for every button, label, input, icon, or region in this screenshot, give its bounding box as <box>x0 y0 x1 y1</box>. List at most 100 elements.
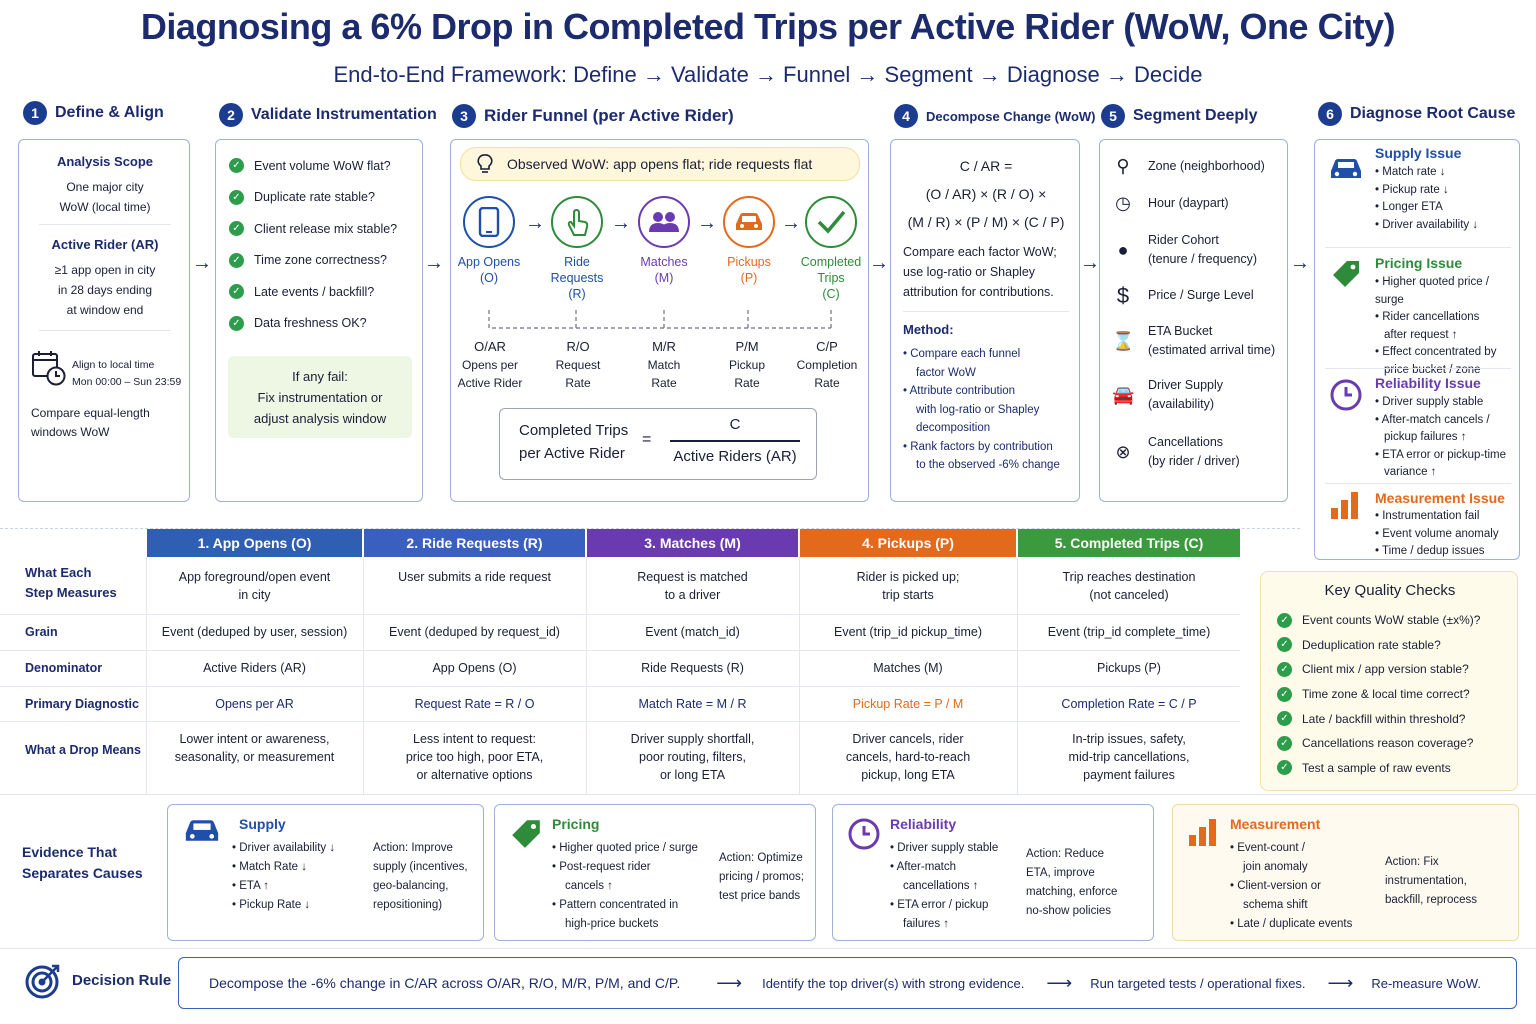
clock-icon: ◷ <box>1115 193 1131 213</box>
quality-check-item: ✓ Time zone & local time correct? <box>1277 682 1480 707</box>
decompose-panel: C / AR = (O / AR) × (R / O) × (M / R) × (P… <box>890 139 1080 502</box>
clock-icon <box>1330 379 1362 411</box>
validate-checklist: ✓ Event volume WoW flat? ✓ Duplicate rate s… <box>229 150 419 339</box>
segment-supply: 🚘 Driver Supply (availability) <box>1112 378 1224 411</box>
flow-arrow: → <box>1290 252 1310 274</box>
evidence-action: Action: Reduce ETA, improve matching, enfo… <box>1026 848 1118 917</box>
segment-cancel: ⊗ Cancellations (by rider / driver) <box>1112 433 1239 471</box>
fail-box: If any fail: Fix instrumentation or adju… <box>228 356 412 438</box>
scope-line: WoW (local time) <box>59 200 151 214</box>
car-icon <box>736 213 762 230</box>
table-cell-grain: Event (deduped by user, session) <box>161 625 348 639</box>
price-tag-icon <box>509 817 543 856</box>
hourglass-icon: ⌛ <box>1112 330 1135 351</box>
table-header-pickups: 4. Pickups (P) <box>800 529 1016 557</box>
flow-arrow: → <box>1080 252 1100 274</box>
table-cell-denominator: App Opens (O) <box>432 661 517 675</box>
validate-panel: ✓ Event volume WoW flat? ✓ Duplicate rate s… <box>215 139 423 502</box>
funnel-arrow: → <box>697 212 717 234</box>
measurement-issue-list: Instrumentation failEvent volume anomaly… <box>1375 508 1499 561</box>
ar-title: Active Rider (AR) <box>51 237 159 252</box>
compare-line: Compare equal-length <box>31 406 150 420</box>
row-label-diagnostic: Primary Diagnostic <box>25 697 139 711</box>
decision-step-1: Decompose the -6% change in C/AR across … <box>209 975 681 991</box>
check-circle-icon: ✓ <box>229 315 244 331</box>
ratio-p-m: P/M Pickup Rate <box>728 339 766 390</box>
validate-check-item: ✓ Event volume WoW flat? <box>229 150 419 182</box>
ar-line: in 28 days ending <box>57 283 153 297</box>
table-cell-denominator: Active Riders (AR) <box>203 661 306 675</box>
root-cause-panel: Supply Issue Match rate ↓Pickup rate ↓Lo… <box>1314 139 1520 560</box>
evidence-bullets: • Event-count / join anomaly • Client-vers… <box>1230 842 1353 930</box>
x-circle-icon: ⊗ <box>1115 441 1131 462</box>
table-cell-measure: App foreground/open event in city <box>178 570 331 602</box>
tap-hand-icon <box>567 208 589 236</box>
evidence-card-title: Reliability <box>890 816 957 832</box>
segment-price: $ Price / Surge Level <box>1112 283 1254 308</box>
table-cell-measure: User submits a ride request <box>398 570 551 584</box>
check-circle-icon: ✓ <box>1277 637 1292 653</box>
validate-check-item: ✓ Client release mix stable? <box>229 213 419 245</box>
quality-checks-panel: Key Quality Checks ✓ Event counts WoW sta… <box>1260 571 1518 791</box>
section-header-diagnose: 6 Diagnose Root Cause <box>1318 102 1515 126</box>
define-panel: Analysis Scope One major city WoW (local… <box>18 139 190 502</box>
funnel-step-completed: Completed Trips (C) <box>796 196 866 302</box>
segment-eta: ⌛ ETA Bucket (estimated arrival time) <box>1112 324 1276 357</box>
check-circle-icon: ✓ <box>1277 711 1292 727</box>
bar-chart-icon <box>1331 492 1358 519</box>
decompose-formula: C / AR = (O / AR) × (R / O) × (M / R) × (P… <box>907 158 1065 230</box>
method-list: • Compare each funnel factor WoW • Attrib… <box>903 348 1060 471</box>
evidence-card-title: Supply <box>239 816 286 832</box>
table-cell-grain: Event (deduped by request_id) <box>389 625 560 639</box>
funnel-step-pickups: Pickups (P) <box>714 196 784 286</box>
evidence-bullets: • Driver supply stable • After-match cance… <box>890 842 999 930</box>
funnel-arrow: → <box>611 212 631 234</box>
decision-rule-box: Decompose the -6% change in C/AR across … <box>178 957 1517 1009</box>
decompose-desc: Compare each factor WoW; use log-ratio or… <box>903 245 1057 299</box>
section-header-segment: 5 Segment Deeply <box>1101 104 1257 128</box>
funnel-arrow: → <box>781 212 801 234</box>
check-circle-icon: ✓ <box>1277 661 1292 677</box>
pin-icon: ⚲ <box>1116 156 1130 176</box>
check-circle-icon: ✓ <box>229 252 244 268</box>
reliability-issue-list: • Driver supply stable • After-match can… <box>1375 396 1506 478</box>
table-cell-measure: Request is matched to a driver <box>637 570 748 602</box>
lightbulb-icon <box>477 154 493 173</box>
dollar-icon: $ <box>1116 283 1130 308</box>
ratio-c-p: C/P Completion Rate <box>796 339 858 390</box>
validate-check-item: ✓ Late events / backfill? <box>229 276 419 308</box>
formula-label: per Active Rider <box>519 445 625 462</box>
table-cell-grain: Event (trip_id complete_time) <box>1047 625 1211 639</box>
section-header-define: 1 Define & Align <box>23 101 164 125</box>
supply-issue-title: Supply Issue <box>1375 145 1462 161</box>
ratio-bracket <box>488 310 832 329</box>
quality-check-item: ✓ Late / backfill within threshold? <box>1277 706 1480 731</box>
quality-check-item: ✓ Deduplication rate stable? <box>1277 633 1480 658</box>
car-icon: 🚘 <box>1112 384 1135 405</box>
table-header-app-opens: 1. App Opens (O) <box>147 529 362 557</box>
evidence-bullets: • Higher quoted price / surge • Post-requ… <box>552 842 698 930</box>
funnel-step-app-opens: App Opens (O) <box>454 196 524 286</box>
segment-panel: ⚲ Zone (neighborhood) ◷ Hour (daypart) ● Ri… <box>1099 139 1288 502</box>
check-circle-icon: ✓ <box>1277 686 1292 702</box>
row-label-denominator: Denominator <box>25 661 103 675</box>
formula-denominator: Active Riders (AR) <box>673 448 797 465</box>
formula-equals: = <box>642 431 652 448</box>
measurement-issue-title: Measurement Issue <box>1375 490 1505 506</box>
person-icon: ● <box>1117 239 1129 260</box>
decision-step-3: Run targeted tests / operational fixes. <box>1090 975 1306 991</box>
ratio-m-r: M/R Match Rate <box>647 339 681 390</box>
check-circle-icon: ✓ <box>229 189 244 205</box>
evidence-action: Action: Fix instrumentation, backfill, rep… <box>1385 856 1478 906</box>
fail-line: adjust analysis window <box>253 411 387 426</box>
fail-title: If any fail: <box>292 369 348 384</box>
table-cell-denominator: Ride Requests (R) <box>641 661 744 675</box>
car-icon <box>182 817 222 850</box>
table-cell-measure: Rider is picked up; trip starts <box>856 570 960 602</box>
funnel-step-ride-requests: Ride Requests (R) <box>542 196 612 302</box>
row-label-drop: What a Drop Means <box>25 743 141 757</box>
formula-numerator: C <box>729 416 741 433</box>
quality-list: ✓ Event counts WoW stable (±x%)? ✓ Deduplic… <box>1277 608 1480 780</box>
table-cell-drop: In-trip issues, safety, mid-trip cancella… <box>1068 732 1190 782</box>
formula-box: Completed Trips per Active Rider = C Act… <box>499 408 817 480</box>
